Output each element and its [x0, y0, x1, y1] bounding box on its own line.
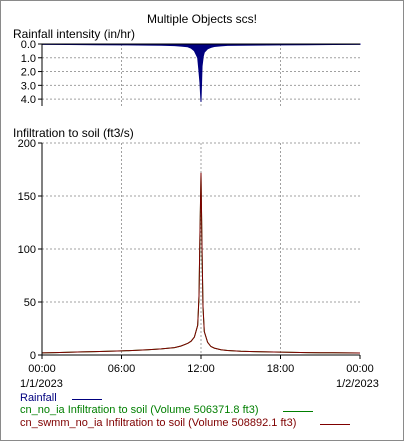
infiltration-y-tick-label: 50 [24, 297, 36, 309]
legend-label-cn-swmm-no-ia: cn_swmm_no_ia Infiltration to soil (Volu… [20, 417, 297, 429]
rainfall-y-tick-label: 4.0 [21, 94, 36, 106]
series-cn-swmm-no-ia-line [41, 172, 361, 354]
rainfall-area [41, 43, 361, 102]
legend-swatch-cn-swmm-no-ia [320, 424, 350, 425]
legend-swatch-rainfall [72, 399, 102, 400]
rainfall-panel-title: Rainfall intensity (in/hr) [13, 27, 136, 41]
x-tick-label: 06:00 [108, 363, 136, 375]
legend-label-cn-no-ia: cn_no_ia Infiltration to soil (Volume 50… [20, 404, 259, 416]
rainfall-y-tick-label: 3.0 [21, 80, 36, 92]
rainfall-y-tick-label: 1.0 [21, 53, 36, 65]
rainfall-y-tick-label: 2.0 [21, 67, 36, 79]
rainfall-y-tick-label: 0.0 [21, 39, 36, 51]
x-tick-label: 12:00 [187, 363, 215, 375]
infiltration-panel-title: Infiltration to soil (ft3/s) [13, 126, 134, 140]
chart-title: Multiple Objects scs! [146, 12, 258, 26]
legend-swatch-cn-no-ia [283, 411, 313, 412]
x-tick-label: 00:00 [346, 363, 374, 375]
infiltration-y-tick-label: 150 [18, 191, 36, 203]
infiltration-y-tick-label: 200 [18, 138, 36, 150]
legend-label-rainfall: Rainfall [20, 392, 57, 404]
x-tick-label: 00:00 [28, 363, 56, 375]
infiltration-y-tick-label: 0 [30, 350, 36, 362]
infiltration-y-tick-label: 100 [18, 244, 36, 256]
start-date-label: 1/1/2023 [20, 378, 63, 390]
x-tick-label: 18:00 [267, 363, 295, 375]
end-date-label: 1/2/2023 [336, 378, 379, 390]
